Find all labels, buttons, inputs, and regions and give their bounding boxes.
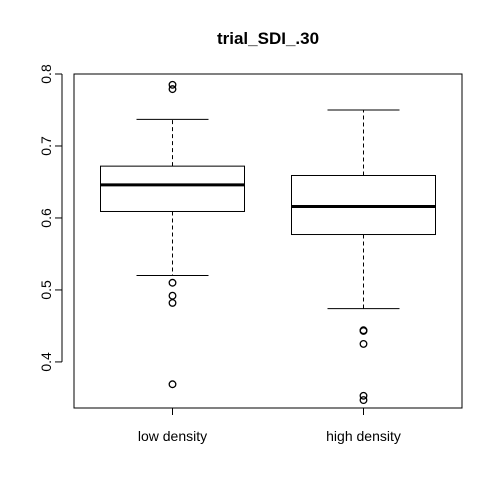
y-tick-label: 0.8 bbox=[38, 64, 54, 84]
y-tick-label: 0.4 bbox=[38, 352, 54, 372]
outlier-point bbox=[359, 339, 368, 348]
plot-frame bbox=[73, 73, 463, 409]
chart-title: trial_SDI_.30 bbox=[217, 29, 319, 48]
outlier-point bbox=[168, 278, 177, 287]
box-0 bbox=[100, 80, 245, 389]
y-tick-label: 0.5 bbox=[38, 280, 54, 300]
iqr-box bbox=[100, 165, 245, 212]
x-axis: low density high density bbox=[138, 407, 401, 444]
outlier-point bbox=[168, 291, 177, 300]
outlier-point bbox=[359, 327, 368, 335]
outlier-point bbox=[359, 391, 368, 400]
y-axis: 0.4 0.5 0.6 0.7 0.8 bbox=[38, 64, 63, 372]
outlier-point bbox=[168, 80, 177, 89]
x-tick-label: high density bbox=[326, 428, 401, 444]
y-tick-label: 0.6 bbox=[38, 208, 54, 228]
x-tick-label: low density bbox=[138, 428, 207, 444]
outlier-point bbox=[168, 380, 177, 389]
outlier-point bbox=[168, 298, 177, 307]
y-tick-label: 0.7 bbox=[38, 136, 54, 156]
box-group bbox=[100, 80, 436, 405]
outlier-point bbox=[359, 396, 368, 405]
box-1 bbox=[291, 109, 436, 405]
outlier-point bbox=[168, 85, 177, 94]
